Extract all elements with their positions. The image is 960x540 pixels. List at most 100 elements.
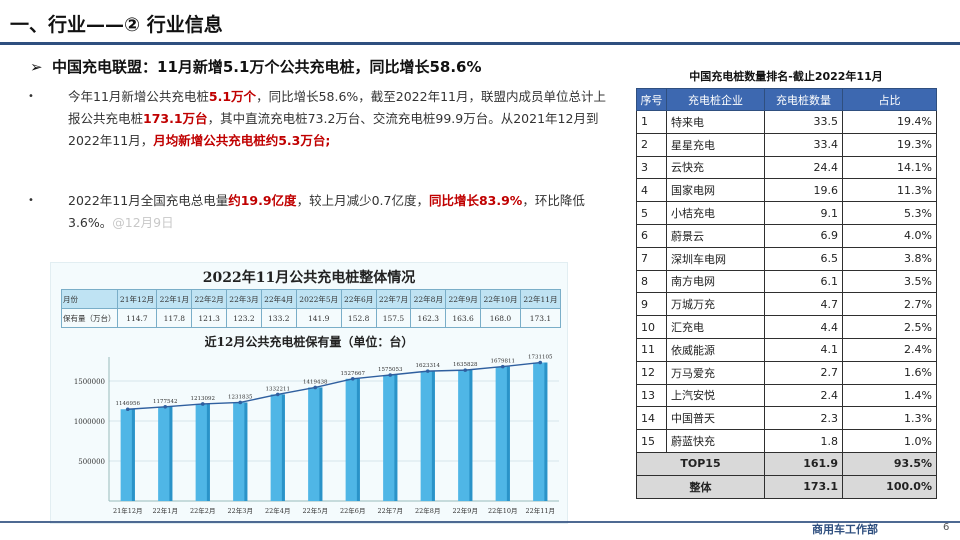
headline: ➢ 中国充电联盟：11月新增5.1万个公共充电桩，同比增长58.6% [30, 56, 482, 77]
rank-cell: 4 [636, 178, 667, 203]
company-cell: 中国普天 [666, 406, 765, 431]
company-cell: 云快充 [666, 155, 765, 180]
company-cell: 特来电 [666, 110, 765, 134]
month-cell: 22年8月 [410, 289, 447, 309]
monthly-stock-table: 月份 21年12月 22年1月 22年2月 22年3月 22年4月 2022年5… [61, 289, 562, 328]
data-label: 1177542 [153, 399, 178, 405]
trend-point [200, 402, 205, 406]
rank-cell: 8 [636, 269, 667, 294]
bar-shade [131, 409, 135, 501]
table-row: 12 万马爱充 2.7 1.6% [636, 360, 937, 385]
data-label: 1527667 [341, 371, 366, 377]
bar-shade [169, 406, 173, 501]
rank-cell: 2 [636, 132, 667, 157]
count-cell: 24.4 [764, 155, 843, 180]
count-cell: 6.1 [764, 269, 843, 294]
month-cell: 22年10月 [480, 289, 521, 309]
bar-shade [244, 402, 248, 501]
text-run: ，同比增长58.6%，截至2022年11月，联盟内成员单位总计上报公共充电桩 [68, 89, 606, 126]
text-run: 2022年11月全国充电总电量 [68, 193, 229, 208]
table-row: 15 蔚蓝快充 1.8 1.0% [636, 429, 937, 453]
company-cell: 上汽安悦 [666, 383, 765, 408]
data-label: 1679811 [491, 359, 516, 365]
ranking-title: 中国充电桩数量排名-截止2022年11月 [689, 70, 883, 83]
value-row: 保有量（万台） 114.7 117.8 121.3 123.2 133.2 14… [61, 308, 562, 328]
value-cell: 133.2 [260, 308, 297, 328]
trend-point [125, 407, 130, 412]
highlight-run: 5.1万个 [208, 89, 257, 104]
count-cell: 4.7 [764, 292, 843, 317]
rank-cell: 11 [636, 337, 667, 362]
count-cell: 1.8 [764, 429, 843, 453]
company-cell: 万马爱充 [666, 360, 765, 385]
value-cell: 152.8 [340, 308, 377, 328]
count-cell: 2.3 [764, 406, 843, 431]
bar-shade [394, 374, 398, 501]
summary-row: TOP15 161.9 93.5% [636, 451, 937, 476]
company-cell: 万城万充 [666, 292, 765, 317]
count-cell: 6.5 [764, 246, 843, 271]
share-cell: 4.0% [842, 223, 937, 248]
rank-cell: 10 [636, 315, 667, 339]
value-cell: 162.3 [410, 308, 447, 328]
table-row: 14 中国普天 2.3 1.3% [636, 406, 937, 431]
company-cell: 星星充电 [666, 132, 765, 157]
trend-point [313, 385, 318, 390]
bar [458, 370, 473, 501]
ranking-header-row: 序号 充电桩企业 充电桩数量 占比 [636, 88, 937, 111]
x-tick-label: 22年5月 [303, 506, 328, 515]
trend-line [127, 361, 541, 410]
table-row: 1 特来电 33.5 19.4% [636, 110, 937, 134]
x-tick-label: 22年9月 [453, 506, 478, 515]
trend-point [425, 369, 430, 373]
share-cell: 2.5% [842, 315, 937, 339]
count-cell: 33.4 [764, 132, 843, 157]
bar-shade [356, 378, 360, 501]
table-row: 9 万城万充 4.7 2.7% [636, 292, 937, 317]
company-cell: 汇充电 [666, 315, 765, 339]
share-cell: 1.3% [842, 406, 937, 431]
data-label: 1213092 [191, 396, 216, 402]
paragraph-2: • 2022年11月全国充电总电量约19.9亿度，较上月减少0.7亿度，同比增长… [28, 190, 609, 234]
summary-label: 整体 [636, 474, 765, 499]
column-header: 序号 [636, 88, 667, 111]
bar [345, 378, 360, 501]
column-header: 占比 [842, 88, 937, 111]
title-divider [0, 42, 960, 45]
trend-point [238, 400, 243, 405]
rank-cell: 12 [636, 360, 667, 385]
text-run: ，较上月减少0.7亿度， [296, 193, 429, 208]
company-cell: 深圳车电网 [666, 246, 765, 271]
rank-cell: 1 [636, 110, 667, 134]
rank-cell: 15 [636, 429, 667, 453]
bar [270, 394, 285, 501]
text-run: ，其中直流充电桩73.2万台、交流充电桩99.9万台。从2021年12月到202… [68, 111, 599, 148]
x-tick-label: 21年12月 [113, 506, 143, 515]
x-tick-label: 22年11月 [525, 506, 555, 515]
share-cell: 2.4% [842, 337, 937, 362]
summary-share: 100.0% [842, 474, 937, 499]
month-cell: 22年7月 [375, 289, 412, 309]
trend-point [275, 392, 280, 397]
table-row: 2 星星充电 33.4 19.3% [636, 132, 937, 157]
month-cell: 2022年5月 [295, 289, 342, 309]
month-cell: 21年12月 [116, 289, 158, 309]
data-label: 1623314 [416, 363, 441, 369]
table-row: 3 云快充 24.4 14.1% [636, 155, 937, 180]
table-row: 7 深圳车电网 6.5 3.8% [636, 246, 937, 271]
rank-cell: 9 [636, 292, 667, 317]
trend-point [163, 404, 168, 409]
value-cell: 123.2 [226, 308, 262, 328]
bar [420, 371, 435, 501]
bar [308, 387, 323, 501]
charging-pile-chart-image: 2022年11月公共充电桩整体情况 月份 21年12月 22年1月 22年2月 … [50, 262, 568, 524]
headline-text: 中国充电联盟：11月新增5.1万个公共充电桩，同比增长58.6% [52, 58, 482, 76]
data-label: 1635828 [453, 362, 478, 368]
share-cell: 5.3% [842, 201, 937, 225]
data-label: 1332211 [266, 386, 291, 392]
rank-cell: 7 [636, 246, 667, 271]
bar [383, 374, 398, 501]
share-cell: 3.5% [842, 269, 937, 294]
count-cell: 2.4 [764, 383, 843, 408]
footer-department: 商用车工作部 [812, 523, 878, 536]
